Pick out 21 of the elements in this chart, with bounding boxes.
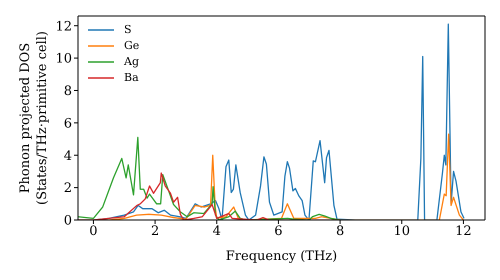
x-tick-label: 6 (274, 224, 283, 240)
x-axis-title: Frequency (THz) (226, 249, 338, 264)
y-tick-label: 10 (55, 52, 72, 67)
legend-label: Ag (124, 55, 139, 69)
x-tick-label: 10 (393, 224, 410, 240)
y-tick-label: 0 (64, 214, 72, 229)
y-axis-title: Phonon projected DOS (States/THz·primitive cell) (17, 30, 51, 206)
x-tick-label: 8 (336, 224, 344, 240)
y-tick-label: 8 (64, 84, 72, 100)
x-tick-label: 2 (150, 224, 160, 240)
legend-label: S (124, 23, 132, 37)
x-tick-label: 12 (455, 224, 472, 240)
y-tick-label: 12 (55, 19, 72, 34)
legend-label: Ba (124, 71, 139, 85)
legend-label: Ge (124, 39, 140, 53)
x-tick-label: 4 (212, 224, 221, 240)
y-tick-label: 6 (64, 116, 72, 132)
y-tick-label: 2 (64, 181, 72, 196)
y-tick-label: 4 (64, 148, 72, 164)
line-series (78, 136, 341, 220)
x-tick-label: 0 (89, 224, 98, 240)
